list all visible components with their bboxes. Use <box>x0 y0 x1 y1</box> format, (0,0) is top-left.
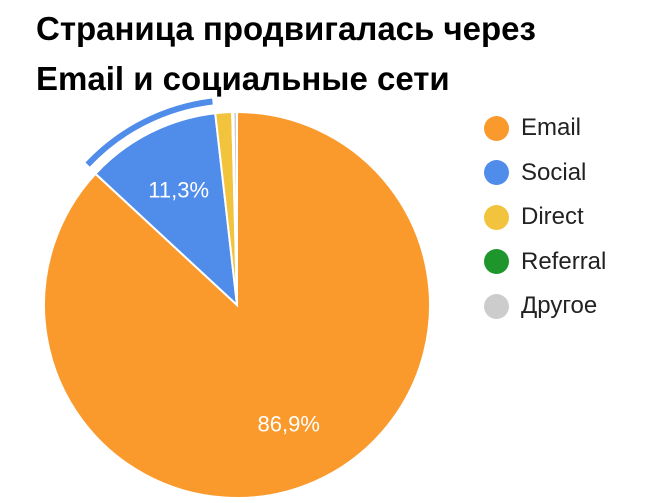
pie-label-email: 86,9% <box>258 412 320 437</box>
legend-swatch-email <box>484 115 509 141</box>
chart-legend: Email Social Direct Referral Другое <box>484 106 606 329</box>
pie-slice-highlight-social <box>85 98 213 167</box>
pie-slice-other[interactable] <box>232 110 238 306</box>
legend-item-direct[interactable]: Direct <box>484 195 606 240</box>
legend-swatch-direct <box>484 204 509 230</box>
legend-swatch-referral <box>484 249 509 275</box>
chart-title-line-2: Email и социальные сети <box>36 60 450 97</box>
legend-swatch-other <box>484 293 509 319</box>
legend-label-other: Другое <box>521 292 598 320</box>
chart-title-line-1: Страница продвигалась через <box>36 10 536 47</box>
legend-label-referral: Referral <box>521 247 607 275</box>
legend-item-email[interactable]: Email <box>484 106 606 151</box>
legend-label-email: Email <box>521 114 582 142</box>
legend-swatch-social <box>484 160 509 186</box>
legend-item-referral[interactable]: Referral <box>484 240 606 285</box>
legend-item-social[interactable]: Social <box>484 151 606 196</box>
legend-label-social: Social <box>521 158 587 186</box>
legend-label-direct: Direct <box>521 203 584 231</box>
legend-item-other[interactable]: Другое <box>484 284 606 329</box>
pie-label-social: 11,3% <box>148 178 209 203</box>
pie-slice-social[interactable] <box>94 112 239 308</box>
chart-title: Страница продвигалась через Email и соци… <box>36 4 656 104</box>
